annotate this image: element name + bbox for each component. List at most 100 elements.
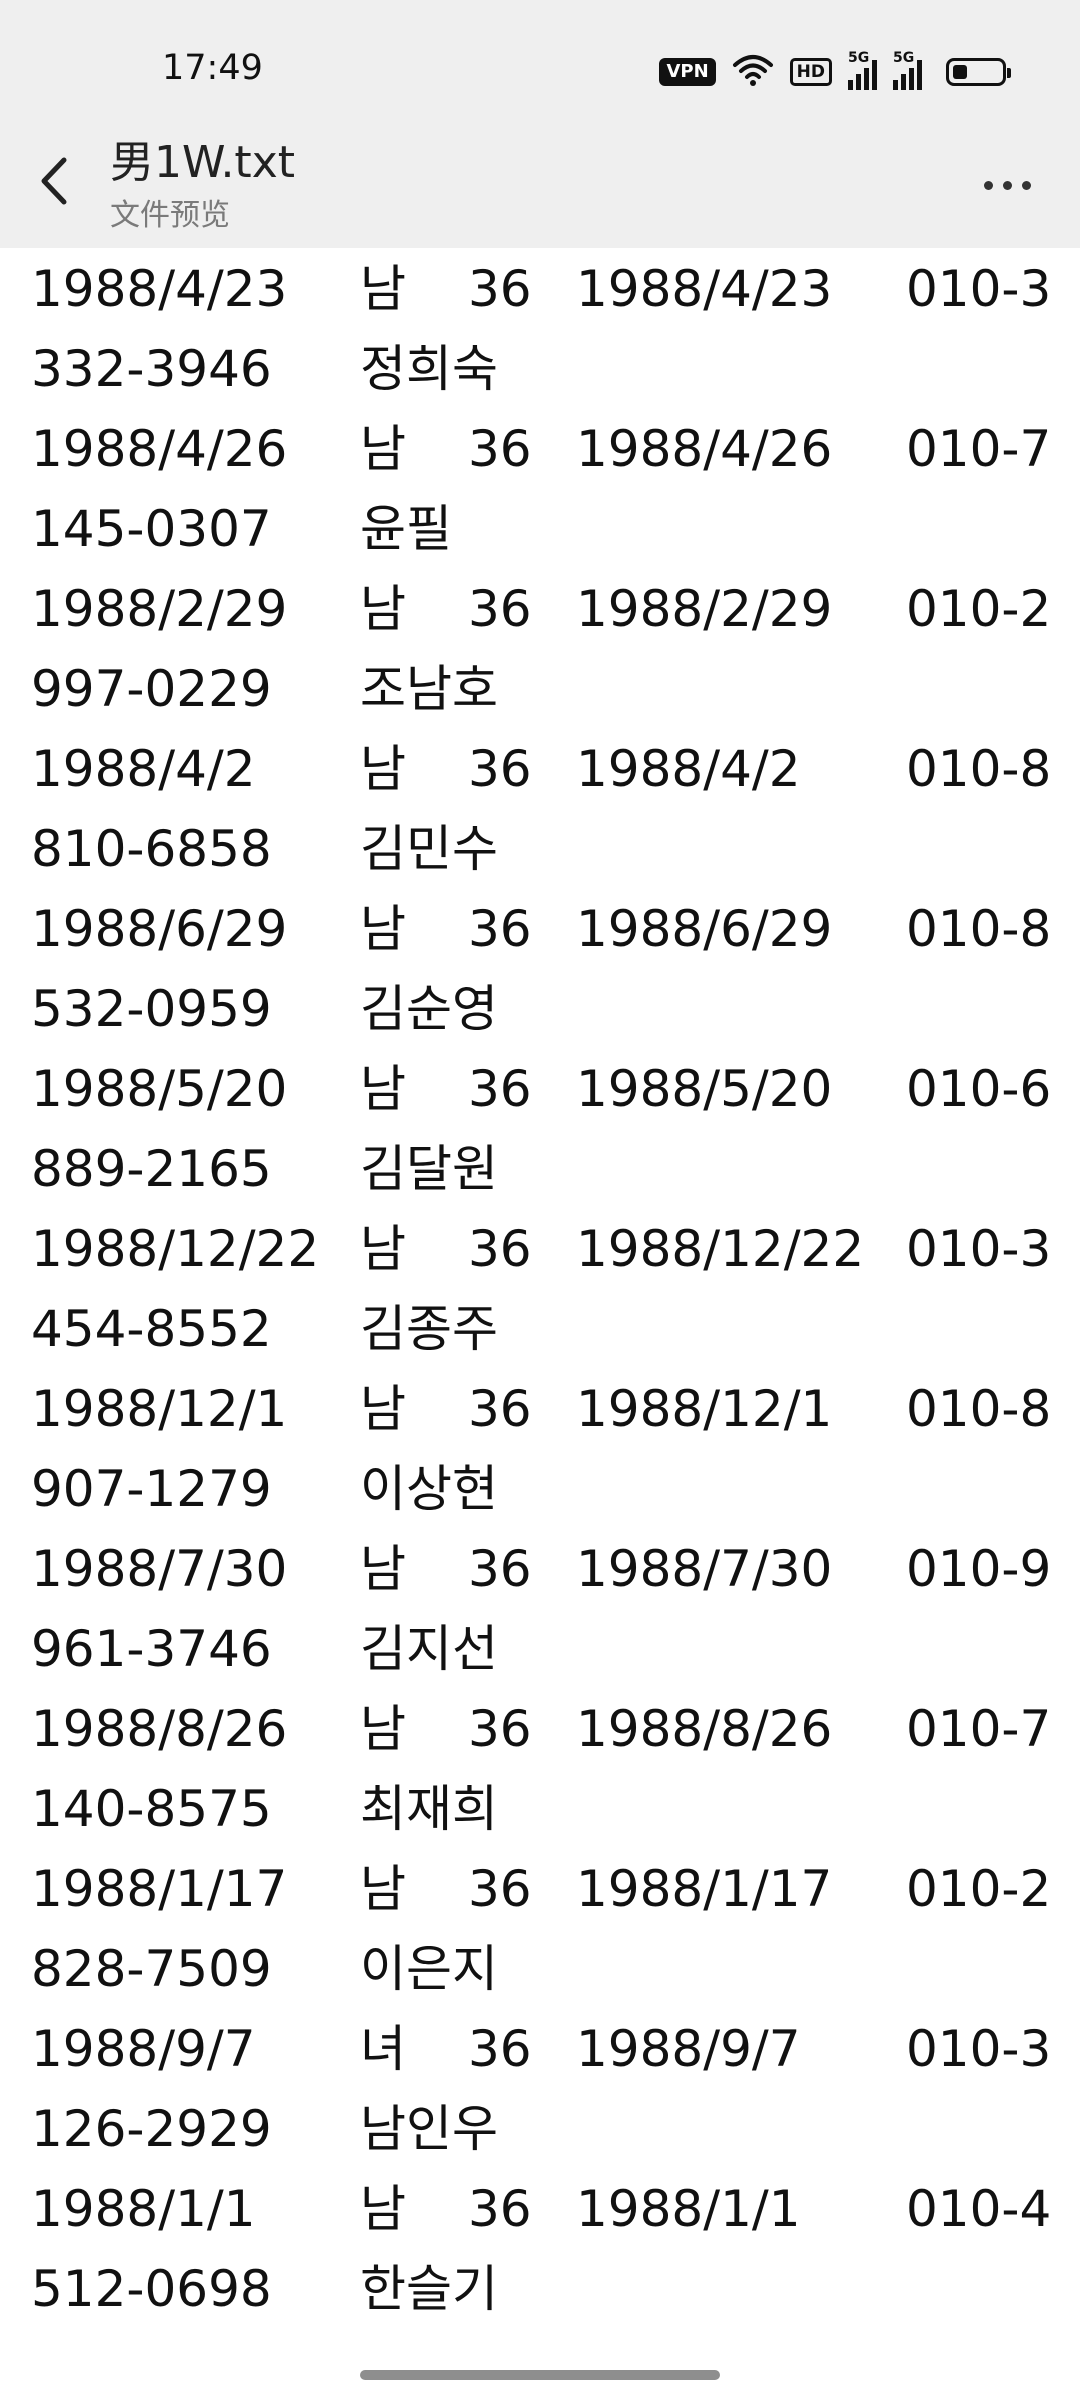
signal-icon-2: 5G [893,50,922,90]
record-age: 36 [468,2020,532,2078]
vpn-icon: VPN [659,58,716,86]
record-name: 남인우 [360,2100,498,2158]
record-phone-start: 010-2 [906,580,1052,638]
record-phone-start: 010-8 [906,900,1052,958]
record-date-repeat: 1988/1/17 [576,1860,833,1918]
record-line-wrap: 997-0229 조남호 [0,649,1080,729]
record-date-repeat: 1988/6/29 [576,900,833,958]
record-gender: 남 [360,1220,406,1278]
status-time: 17:49 [162,48,263,88]
record-line-wrap: 532-0959 김순영 [0,969,1080,1049]
record-phone-end: 889-2165 [31,1140,272,1198]
back-button[interactable] [28,150,82,212]
record-phone-end: 828-7509 [31,1940,272,1998]
record-line-wrap: 126-2929 남인우 [0,2089,1080,2169]
record-date-repeat: 1988/12/22 [576,1220,865,1278]
file-title: 男1W.txt [110,137,295,188]
record-phone-start: 010-3 [906,1220,1052,1278]
hd-icon: HD [789,58,832,86]
record-phone-end: 145-0307 [31,500,272,558]
record-phone-end: 907-1279 [31,1460,272,1518]
record-age: 36 [468,2180,532,2238]
record-date-repeat: 1988/4/2 [576,740,801,798]
record-phone-start: 010-2 [906,1860,1052,1918]
record-line-wrap: 907-1279 이상현 [0,1449,1080,1529]
record-phone-start: 010-8 [906,740,1052,798]
record-date: 1988/6/29 [31,900,288,958]
record-name: 김민수 [360,820,498,878]
record-phone-start: 010-6 [906,1060,1052,1118]
record-age: 36 [468,1860,532,1918]
record-date-repeat: 1988/8/26 [576,1700,833,1758]
record-phone-start: 010-8 [906,1380,1052,1438]
record-line-wrap: 961-3746 김지선 [0,1609,1080,1689]
record-age: 36 [468,260,532,318]
record-name: 조남호 [360,660,498,718]
record-line-wrap: 828-7509 이은지 [0,1929,1080,2009]
record-date: 1988/9/7 [31,2020,256,2078]
record-line: 1988/4/23 남 36 1988/4/23 010-3 [0,249,1080,329]
record-date-repeat: 1988/7/30 [576,1540,833,1598]
record-date-repeat: 1988/5/20 [576,1060,833,1118]
status-icons: VPN HD 5G 5G [659,50,1011,92]
record-gender: 남 [360,740,406,798]
record-phone-start: 010-9 [906,1540,1052,1598]
record-line-wrap: 454-8552 김종주 [0,1289,1080,1369]
record-date: 1988/8/26 [31,1700,288,1758]
record-gender: 남 [360,900,406,958]
record-line: 1988/12/22 남 36 1988/12/22 010-3 [0,1209,1080,1289]
title-block: 男1W.txt 文件预览 [110,136,295,236]
record-phone-end: 126-2929 [31,2100,272,2158]
record-age: 36 [468,900,532,958]
signal-icon-1: 5G [848,50,877,90]
record-name: 한슬기 [360,2260,498,2318]
record-line: 1988/1/17 남 36 1988/1/17 010-2 [0,1849,1080,1929]
record-date-repeat: 1988/4/26 [576,420,833,478]
record-date: 1988/1/1 [31,2180,256,2238]
record-date-repeat: 1988/12/1 [576,1380,833,1438]
file-preview-content[interactable]: 1988/4/23 남 36 1988/4/23 010-3 332-3946 정희숙 198… [0,248,1080,2348]
record-line: 1988/12/1 남 36 1988/12/1 010-8 [0,1369,1080,1449]
home-indicator[interactable] [360,2370,720,2380]
record-phone-start: 010-4 [906,2180,1052,2238]
record-date: 1988/12/1 [31,1380,288,1438]
record-date-repeat: 1988/1/1 [576,2180,801,2238]
record-gender: 남 [360,2180,406,2238]
record-phone-end: 532-0959 [31,980,272,1038]
record-gender: 남 [360,1700,406,1758]
record-line: 1988/5/20 남 36 1988/5/20 010-6 [0,1049,1080,1129]
record-gender: 남 [360,1380,406,1438]
record-line-wrap: 145-0307 윤필 [0,489,1080,569]
record-age: 36 [468,1060,532,1118]
record-phone-start: 010-3 [906,260,1052,318]
record-date: 1988/5/20 [31,1060,288,1118]
record-phone-start: 010-7 [906,1700,1052,1758]
record-age: 36 [468,1700,532,1758]
record-age: 36 [468,1380,532,1438]
record-line-wrap: 140-8575 최재희 [0,1769,1080,1849]
more-options-button[interactable] [974,160,1040,210]
status-bar: 17:49 VPN HD 5G 5G [0,0,1080,140]
record-name: 이은지 [360,1940,498,1998]
record-gender: 남 [360,260,406,318]
record-phone-end: 961-3746 [31,1620,272,1678]
record-line: 1988/1/1 남 36 1988/1/1 010-4 [0,2169,1080,2249]
record-date: 1988/4/26 [31,420,288,478]
record-phone-start: 010-3 [906,2020,1052,2078]
record-date-repeat: 1988/2/29 [576,580,833,638]
record-name: 김지선 [360,1620,498,1678]
record-age: 36 [468,1540,532,1598]
record-line: 1988/7/30 남 36 1988/7/30 010-9 [0,1529,1080,1609]
record-date: 1988/4/23 [31,260,288,318]
record-date: 1988/2/29 [31,580,288,638]
record-phone-start: 010-7 [906,420,1052,478]
record-line-wrap: 512-0698 한슬기 [0,2249,1080,2329]
record-date-repeat: 1988/4/23 [576,260,833,318]
record-phone-end: 454-8552 [31,1300,272,1358]
record-line: 1988/6/29 남 36 1988/6/29 010-8 [0,889,1080,969]
record-name: 최재희 [360,1780,498,1838]
record-name: 윤필 [360,500,452,558]
record-name: 김순영 [360,980,498,1038]
record-name: 김종주 [360,1300,498,1358]
record-date-repeat: 1988/9/7 [576,2020,801,2078]
